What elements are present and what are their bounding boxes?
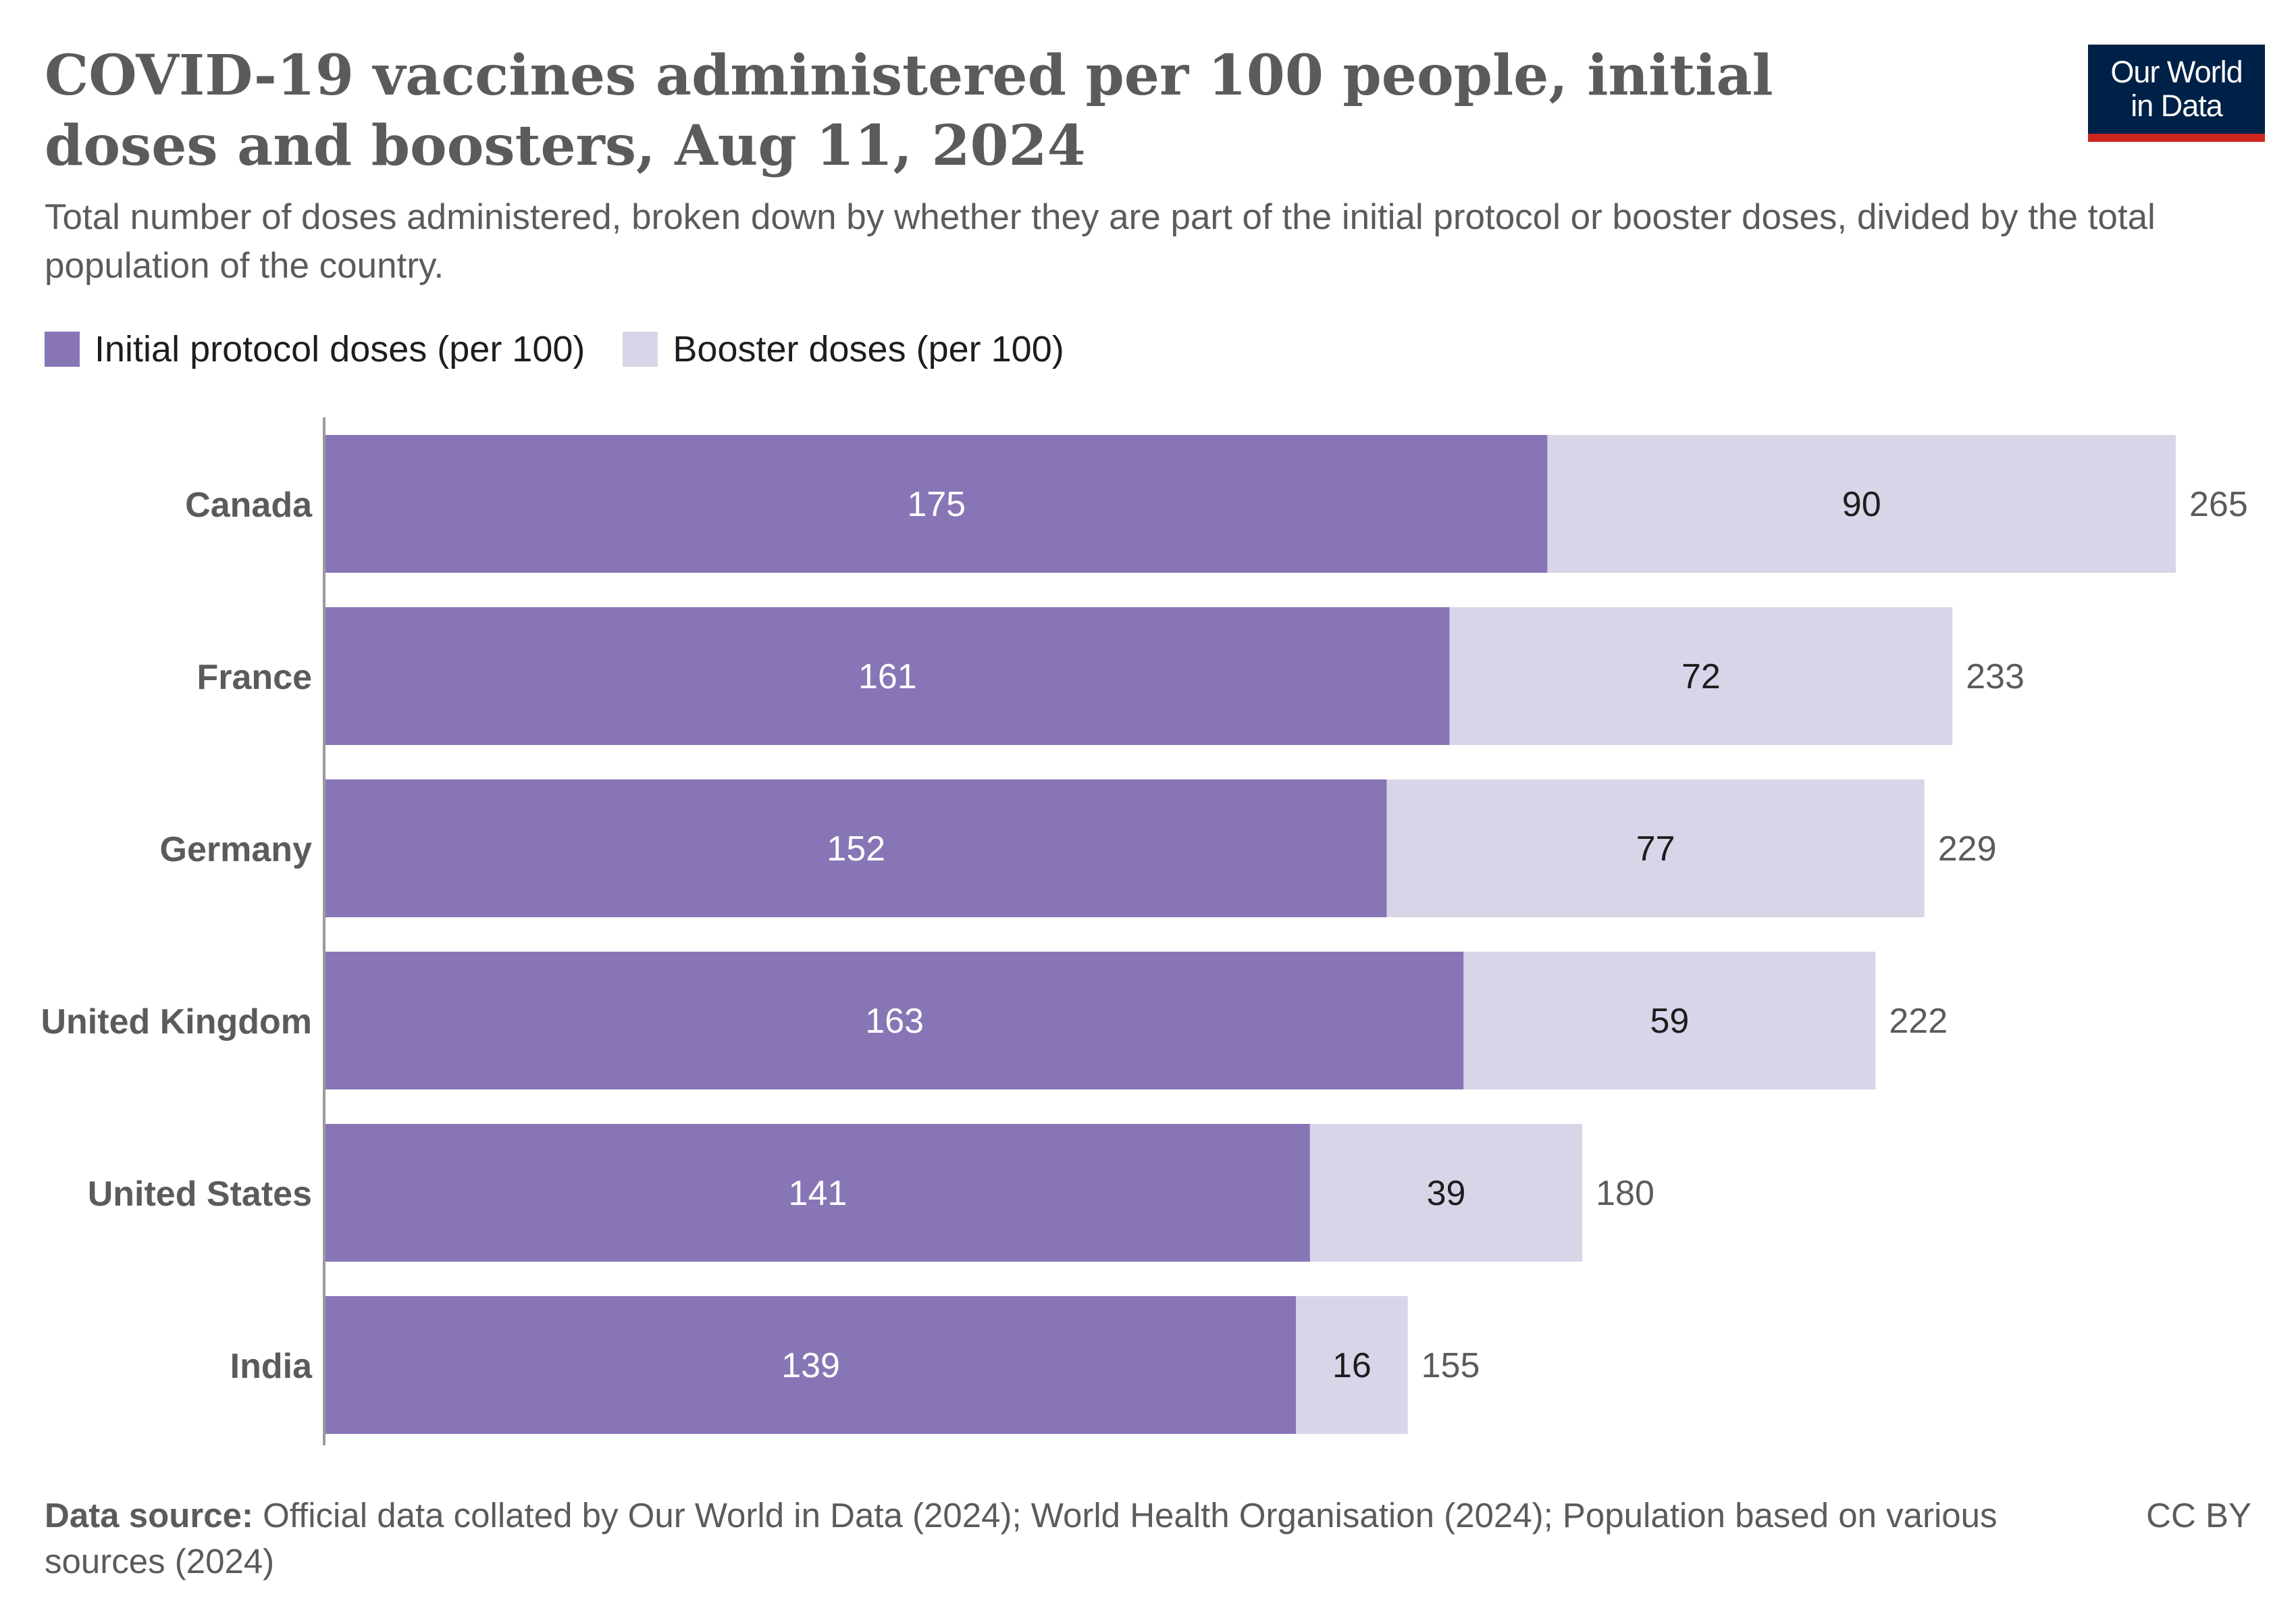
category-label: India xyxy=(230,1347,313,1386)
data-label-total: 233 xyxy=(1966,657,2025,696)
data-label-booster: 90 xyxy=(1842,485,1881,524)
logo-line-1: Our World xyxy=(2110,55,2243,89)
bar-initial[interactable] xyxy=(325,952,1464,1089)
bar-booster[interactable] xyxy=(1309,1124,1583,1262)
data-label-booster: 77 xyxy=(1636,829,1675,869)
data-label-initial: 139 xyxy=(781,1346,840,1385)
data-label-total: 222 xyxy=(1889,1002,1948,1041)
owid-logo[interactable]: Our World in Data xyxy=(2088,45,2265,142)
data-label-booster: 39 xyxy=(1427,1174,1466,1213)
bar-initial[interactable] xyxy=(325,779,1387,917)
bar-initial[interactable] xyxy=(325,435,1548,573)
category-label: France xyxy=(197,658,312,697)
data-label-initial: 163 xyxy=(865,1002,924,1041)
bar-booster[interactable] xyxy=(1296,1296,1408,1434)
bar-chart: Canada 175 90 265 France 161 72 233 Germany 152 77… xyxy=(41,417,2248,1445)
data-label-initial: 152 xyxy=(827,829,885,869)
bar-initial[interactable] xyxy=(325,1296,1297,1434)
bar-booster[interactable] xyxy=(1449,607,1953,745)
bar-booster[interactable] xyxy=(1547,435,2176,573)
legend-label-booster: Booster doses (per 100) xyxy=(673,329,1064,369)
chart-legend: Initial protocol doses (per 100) Booster… xyxy=(45,326,1102,373)
data-label-initial: 161 xyxy=(858,657,917,696)
logo-line-2: in Data xyxy=(2131,88,2223,123)
category-label: Germany xyxy=(160,830,313,869)
data-label-booster: 16 xyxy=(1332,1346,1372,1385)
legend-swatch-booster xyxy=(623,332,658,367)
data-label-booster: 59 xyxy=(1650,1002,1689,1041)
chart-title: COVID-19 vaccines administered per 100 p… xyxy=(45,43,1773,178)
data-source-label: Data source: xyxy=(45,1496,253,1535)
data-label-total: 155 xyxy=(1421,1346,1480,1385)
bar-initial[interactable] xyxy=(325,1124,1310,1262)
chart-subtitle: Total number of doses administered, brok… xyxy=(45,197,2156,286)
legend-swatch-initial xyxy=(45,332,80,367)
legend-item-initial[interactable]: Initial protocol doses (per 100) xyxy=(45,328,585,370)
data-label-initial: 141 xyxy=(789,1174,847,1213)
legend-label-initial: Initial protocol doses (per 100) xyxy=(95,329,585,369)
data-source: Data source: Official data collated by O… xyxy=(45,1493,2070,1585)
data-label-total: 265 xyxy=(2189,485,2248,524)
license-label[interactable]: CC BY xyxy=(2146,1496,2251,1535)
data-label-initial: 175 xyxy=(907,485,966,524)
data-label-total: 180 xyxy=(1596,1174,1654,1213)
category-label: United States xyxy=(88,1175,312,1214)
bar-booster[interactable] xyxy=(1386,779,1925,917)
category-label: Canada xyxy=(185,486,313,525)
data-source-text[interactable]: Official data collated by Our World in D… xyxy=(45,1496,1998,1580)
data-label-total: 229 xyxy=(1938,829,1997,869)
legend-item-booster[interactable]: Booster doses (per 100) xyxy=(623,328,1064,370)
bar-booster[interactable] xyxy=(1463,952,1876,1089)
data-label-booster: 72 xyxy=(1681,657,1721,696)
category-label: United Kingdom xyxy=(41,1002,312,1041)
bar-initial[interactable] xyxy=(325,607,1450,745)
